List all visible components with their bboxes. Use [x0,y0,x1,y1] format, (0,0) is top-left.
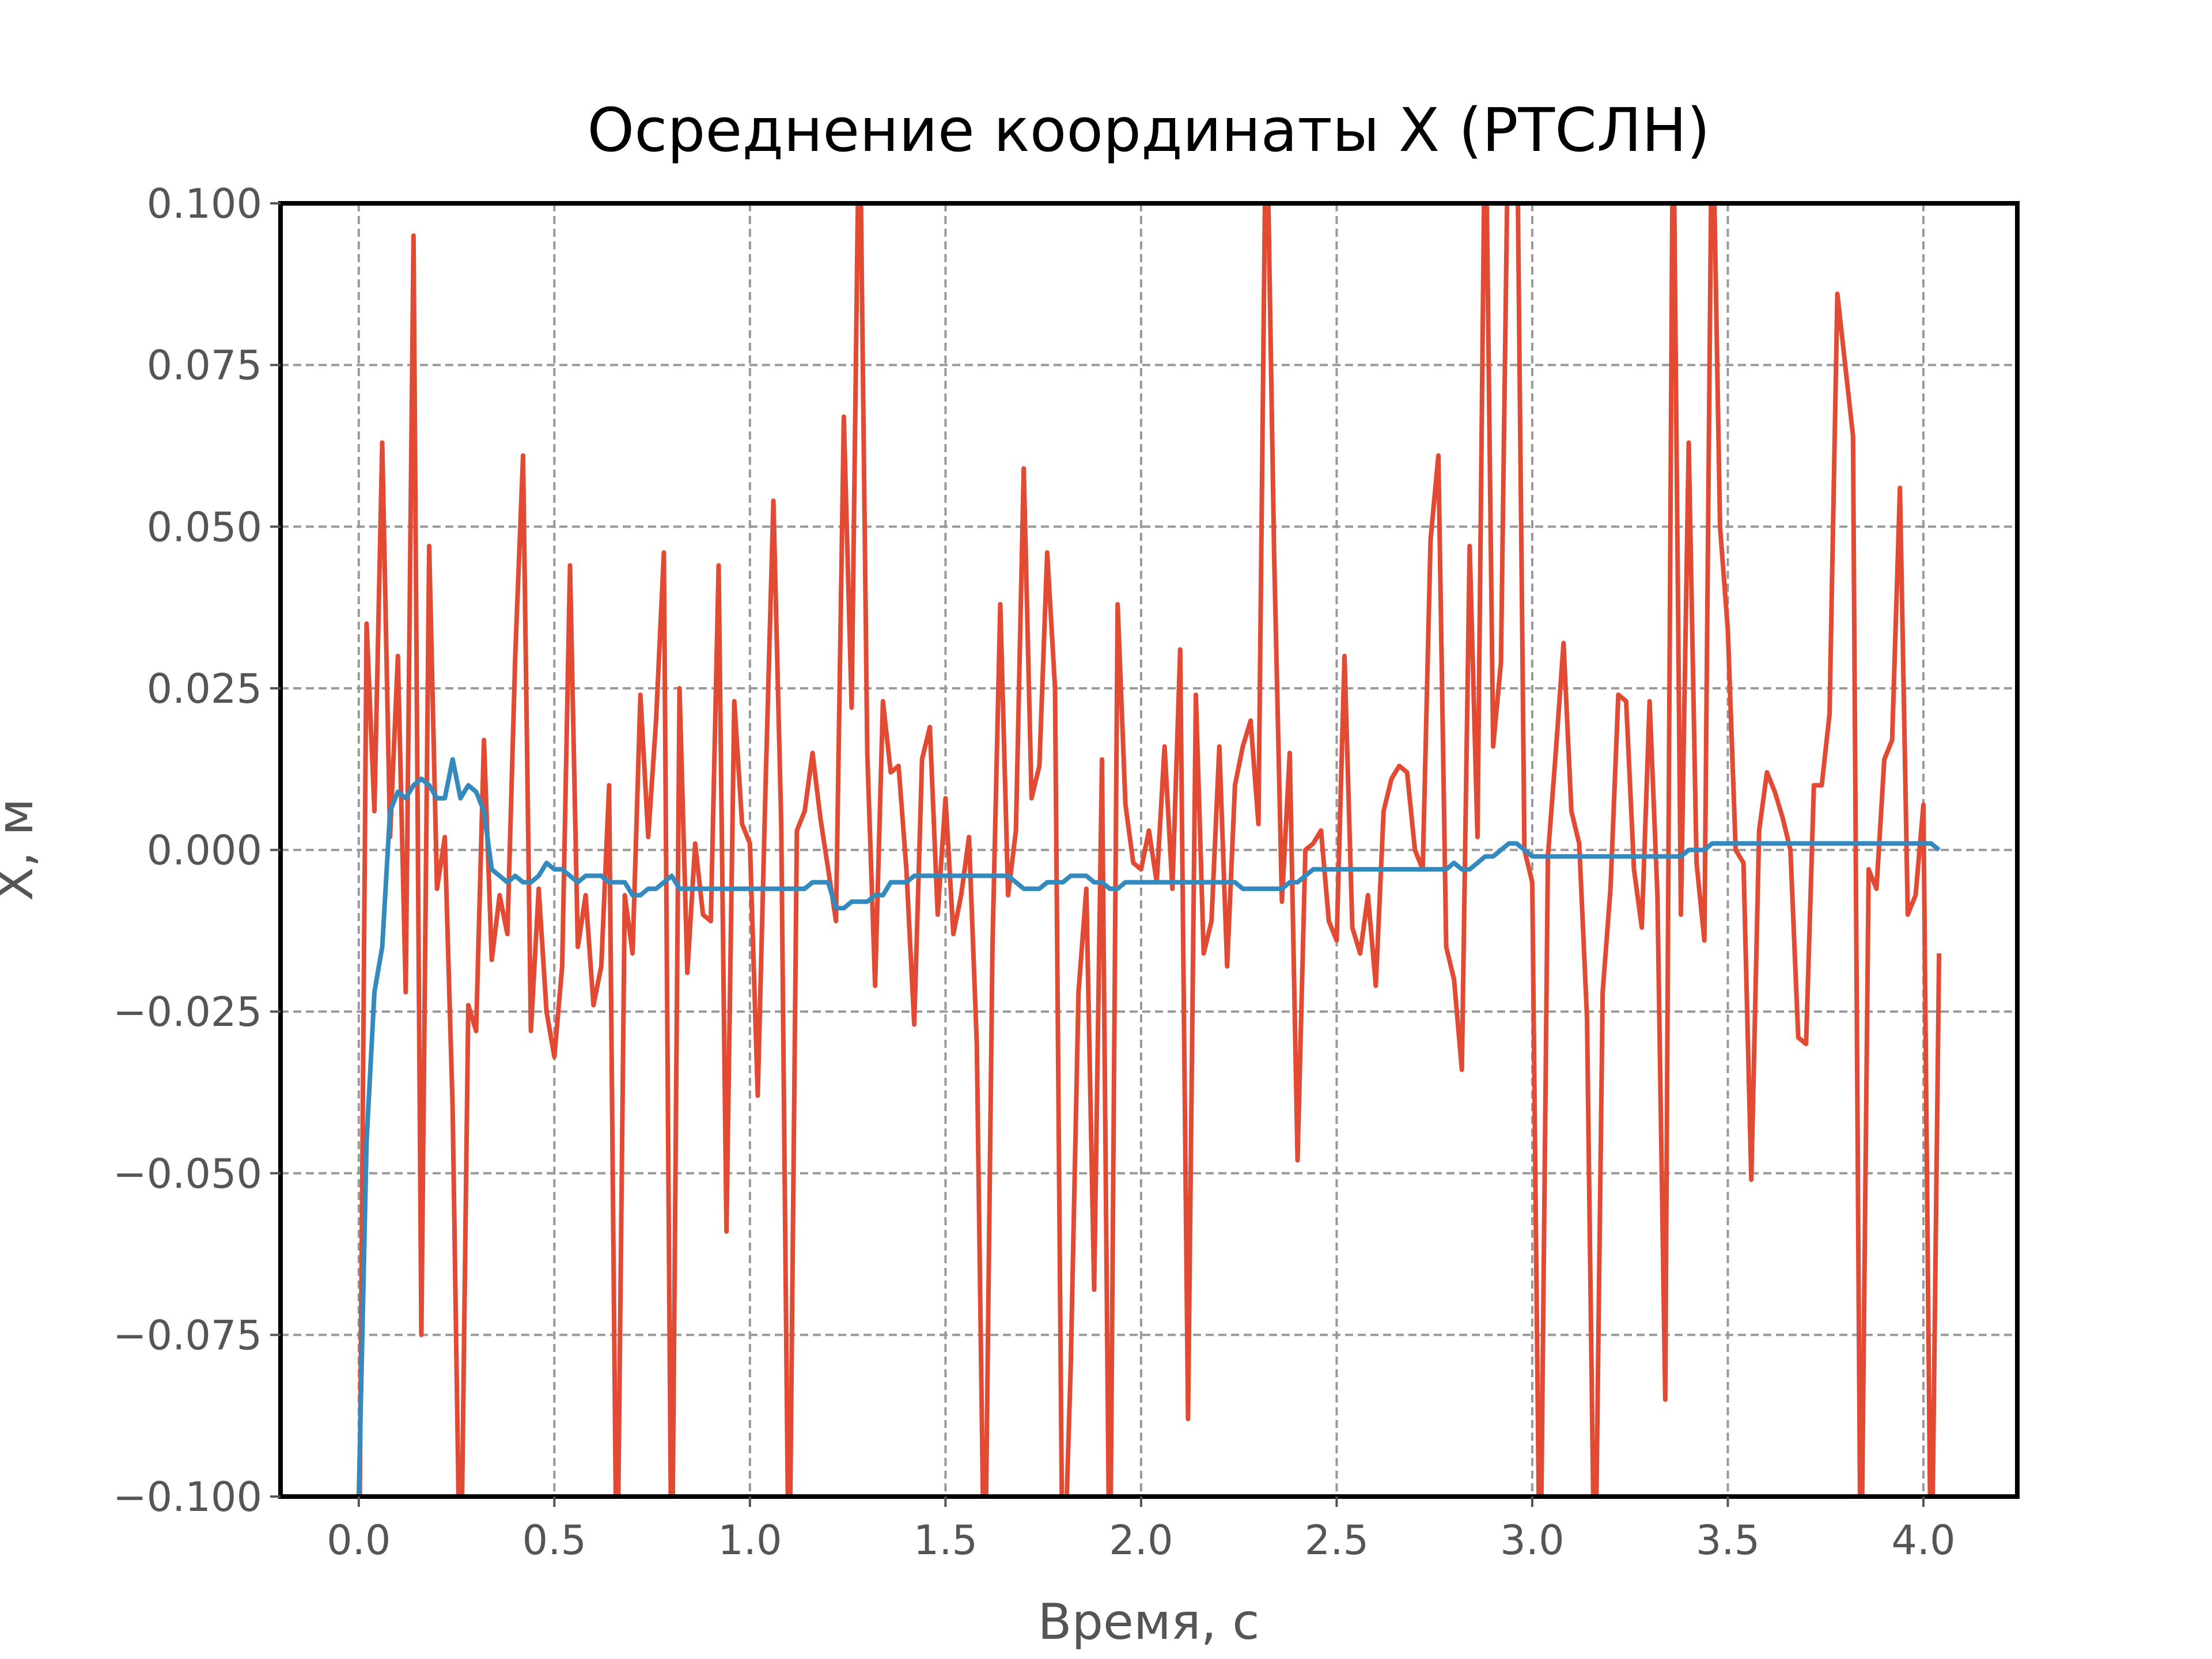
x-axis-label: Время, с [1037,1593,1259,1651]
x-tick-label: 0.0 [327,1517,391,1564]
y-tick-label: −0.050 [113,1150,262,1198]
x-tick-label: 2.0 [1109,1517,1173,1564]
data-line [356,757,1941,1497]
x-tick-label: 3.5 [1696,1517,1760,1564]
ticks: −0.100 −0.075 −0.050 −0.025 0.000 0.025 0.050 0… [113,180,1956,1564]
chart-title: Осреднение координаты X (РТСЛН) [587,95,1710,165]
y-tick-label: 0.050 [147,503,262,551]
y-tick-label: −0.075 [113,1312,262,1359]
x-tick-label: 1.0 [718,1517,782,1564]
data-line [357,203,1942,1497]
y-tick-label: −0.100 [113,1474,262,1521]
y-axis-label: X, м [0,798,44,901]
y-tick-label: 0.000 [147,827,262,874]
x-tick-label: 1.5 [914,1517,978,1564]
plot-area [356,203,1942,1497]
x-tick-label: 3.0 [1500,1517,1564,1564]
y-tick-label: 0.075 [147,342,262,389]
y-tick-label: −0.025 [113,988,262,1036]
y-tick-label: 0.025 [147,665,262,713]
y-tick-label: 0.100 [147,180,262,228]
x-tick-label: 4.0 [1891,1517,1955,1564]
x-tick-label: 2.5 [1305,1517,1369,1564]
x-tick-label: 0.5 [522,1517,586,1564]
